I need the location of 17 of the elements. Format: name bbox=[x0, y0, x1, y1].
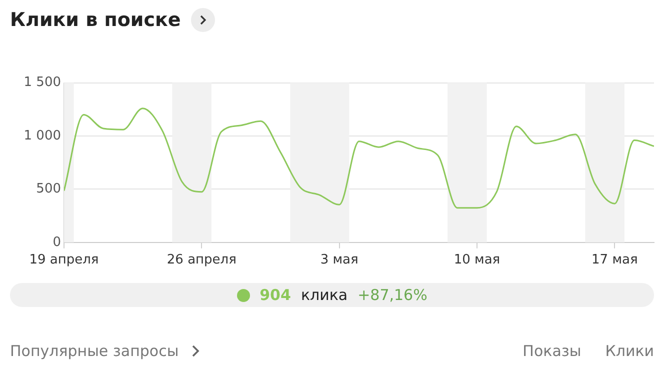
x-tick-label: 17 мая bbox=[592, 252, 638, 268]
text: Показы bbox=[522, 342, 582, 360]
chart-title: Клики в поиске bbox=[10, 9, 181, 31]
x-tick-label: 19 апреля bbox=[29, 252, 99, 268]
text: клика bbox=[300, 286, 348, 304]
text: 904 bbox=[260, 286, 291, 304]
text: +87,16% bbox=[358, 286, 428, 304]
y-tick-label: 0 bbox=[52, 234, 61, 250]
y-tick-label: 500 bbox=[36, 182, 61, 197]
y-tick-label: 1 000 bbox=[24, 128, 61, 144]
x-tick-label: 10 мая bbox=[454, 252, 500, 268]
line-series bbox=[64, 108, 654, 209]
x-tick-label: 3 мая bbox=[320, 252, 358, 268]
x-tick-label: 26 апреля bbox=[166, 252, 236, 268]
y-tick-label: 1 500 bbox=[24, 75, 61, 90]
text: Популярные запросы bbox=[10, 342, 179, 360]
text: Клики bbox=[605, 342, 654, 360]
